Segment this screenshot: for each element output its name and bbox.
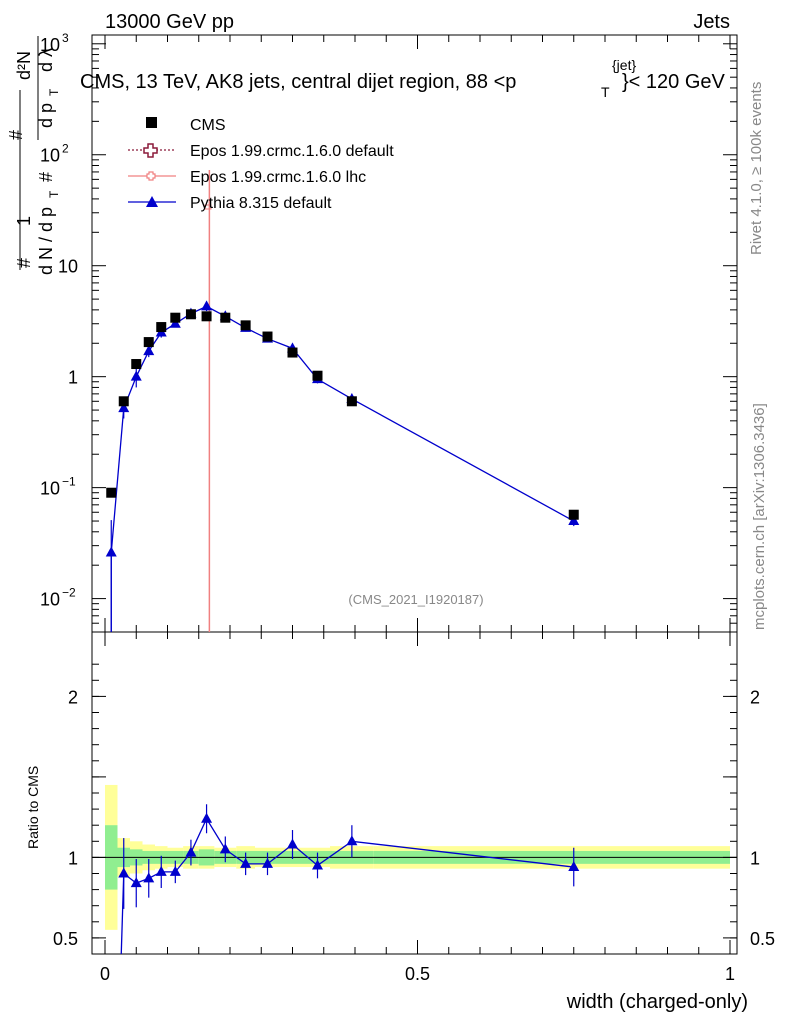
main-frame <box>91 34 738 633</box>
svg-text:T: T <box>47 88 61 96</box>
pythia-point <box>118 402 130 413</box>
main-y-tick-label-10: 10 <box>58 257 78 277</box>
pythia-point <box>143 345 155 356</box>
cms-point <box>568 509 579 520</box>
legend-label-epos-default: Epos 1.99.crmc.1.6.0 default <box>190 143 394 160</box>
epos-lhc-marker <box>204 204 212 210</box>
cms-point <box>143 337 154 348</box>
ratio-y-tick-label: 2 <box>68 687 78 707</box>
ratio-point <box>287 838 298 849</box>
main-y-tick-label: 10 2 <box>40 142 69 166</box>
main-y-tick-label-1: 1 <box>68 368 78 388</box>
cms-point <box>262 331 273 342</box>
legend-marker-epos-default <box>143 143 158 158</box>
x-tick-label: 0 <box>100 964 110 984</box>
ratio-point <box>130 877 142 888</box>
main-plot <box>105 170 580 632</box>
svg-text:d²N: d²N <box>14 51 34 80</box>
legend-label-epos-lhc: Epos 1.99.crmc.1.6.0 lhc <box>190 169 366 186</box>
svg-text:d λ: d λ <box>36 48 56 72</box>
cms-point <box>346 396 357 407</box>
x-tick-label: 0.5 <box>405 964 430 984</box>
svg-text:#: # <box>36 172 56 182</box>
main-y-tick-label: 10 −2 <box>40 586 76 610</box>
ratio-point <box>201 812 213 823</box>
legend-marker-pythia <box>146 196 158 207</box>
pythia-point <box>568 515 580 526</box>
ratio-point <box>185 846 197 857</box>
main-y-tick-base: 10 <box>40 146 60 166</box>
cms-point <box>312 370 323 381</box>
ratio-point <box>568 861 580 872</box>
title-end: }< 120 GeV <box>622 71 726 93</box>
rivet-label: Rivet 4.1.0, ≥ 100k events <box>748 82 765 255</box>
legend-label-pythia: Pythia 8.315 default <box>190 195 332 212</box>
cms-point <box>240 320 251 331</box>
main-ylabel: # 1 d N / d p T # # d²N d p T d λ <box>6 36 61 275</box>
plot-title: CMS, 13 TeV, AK8 jets, central dijet reg… <box>80 57 726 100</box>
title-main: CMS, 13 TeV, AK8 jets, central dijet reg… <box>80 71 516 93</box>
ratio-y-tick-label-right: 2 <box>750 687 760 707</box>
main-y-tick-exponent: 2 <box>62 142 69 156</box>
ratio-point <box>312 859 323 870</box>
title-superscript: {jet} <box>612 57 636 73</box>
ratio-plot <box>92 784 737 955</box>
main-y-tick-base: 10 <box>40 35 60 55</box>
ratio-frame <box>91 631 738 955</box>
pythia-series-line <box>110 305 575 553</box>
ratio-point <box>118 867 130 878</box>
svg-text:1: 1 <box>14 216 34 226</box>
ratio-point <box>240 857 252 868</box>
pythia-point <box>130 370 142 381</box>
ratio-y-tick-label-right: 0.5 <box>750 929 775 949</box>
svg-text:#: # <box>6 130 26 140</box>
ratio-ylabel: Ratio to CMS <box>25 766 41 849</box>
pythia-point <box>169 317 181 328</box>
ratio-y-tick-label-right: 1 <box>750 848 760 868</box>
svg-text:d N / d p: d N / d p <box>36 207 56 275</box>
ratio-point <box>143 872 155 883</box>
category-label: Jets <box>693 11 730 33</box>
cms-point <box>156 322 167 333</box>
energy-label: 13000 GeV pp <box>105 11 234 33</box>
title-subscript: T <box>601 84 610 100</box>
cms-point <box>131 359 142 370</box>
legend: CMS Epos 1.99.crmc.1.6.0 default Epos 1.… <box>128 117 394 212</box>
cms-point <box>201 311 212 322</box>
ratio-point <box>262 857 273 868</box>
main-y-tick-label: 10 3 <box>40 31 69 55</box>
main-y-tick-base: 10 <box>40 479 60 499</box>
legend-label-cms: CMS <box>190 117 226 134</box>
cms-point <box>106 487 117 498</box>
svg-text:T: T <box>47 190 61 198</box>
main-y-tick-exponent: −2 <box>62 586 76 600</box>
legend-marker-cms <box>146 117 157 128</box>
ratio-point <box>155 865 167 876</box>
ratio-point <box>169 865 181 876</box>
legend-marker-epos-lhc <box>146 171 156 181</box>
analysis-id: (CMS_2021_I1920187) <box>348 592 483 607</box>
main-y-tick-base: 10 <box>40 590 60 610</box>
cms-point <box>170 312 181 323</box>
ratio-point <box>219 843 231 854</box>
cms-point <box>185 309 196 320</box>
mcplots-label: mcplots.cern.ch [arXiv:1306.3436] <box>751 403 768 630</box>
x-tick-label: 1 <box>725 964 735 984</box>
cms-point <box>220 312 231 323</box>
pythia-point <box>201 300 213 311</box>
ratio-point <box>346 835 358 846</box>
svg-text:d p: d p <box>36 103 56 128</box>
main-y-tick-exponent: −1 <box>62 475 76 489</box>
main-y-tick-exponent: 3 <box>62 31 69 45</box>
pythia-point <box>105 546 117 557</box>
main-y-tick-label: 10 −1 <box>40 475 76 499</box>
ratio-y-tick-label: 1 <box>68 848 78 868</box>
xlabel: width (charged-only) <box>566 991 748 1013</box>
cms-point <box>118 396 129 407</box>
cms-point <box>287 347 298 358</box>
ratio-y-tick-label: 0.5 <box>53 929 78 949</box>
svg-text:#: # <box>14 258 34 268</box>
